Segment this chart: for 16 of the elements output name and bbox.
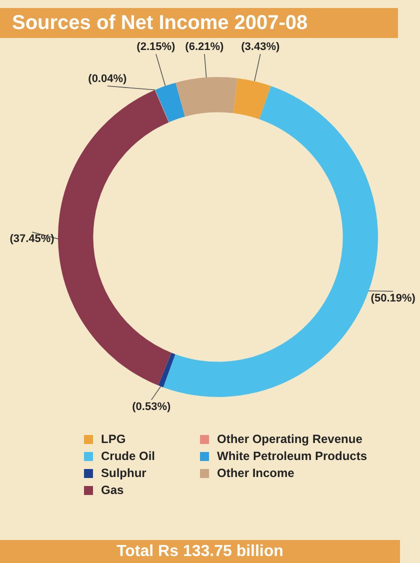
text: Total Rs 133.75 billion bbox=[0, 540, 400, 563]
legend-label: LPG bbox=[101, 432, 126, 446]
legend-label: Gas bbox=[101, 483, 124, 497]
data-label: (2.15%) bbox=[136, 41, 176, 54]
data-label: (37.45%) bbox=[10, 233, 55, 246]
legend-label: Sulphur bbox=[101, 466, 146, 480]
data-label: (6.21%) bbox=[185, 41, 224, 54]
data-label: (50.19%) bbox=[370, 292, 416, 304]
legend-label: Crude Oil bbox=[101, 449, 156, 463]
legend-label: White Petroleum Products bbox=[217, 449, 368, 463]
data-label: (0.53%) bbox=[132, 400, 171, 413]
legend-label: Other Operating Revenue bbox=[217, 432, 362, 446]
data-label: (3.43%) bbox=[241, 41, 280, 54]
chart-title: Sources of Net Income 2007-08 bbox=[0, 8, 398, 38]
legend-label: Other Income bbox=[217, 466, 294, 480]
data-label: (0.04%) bbox=[88, 73, 128, 86]
